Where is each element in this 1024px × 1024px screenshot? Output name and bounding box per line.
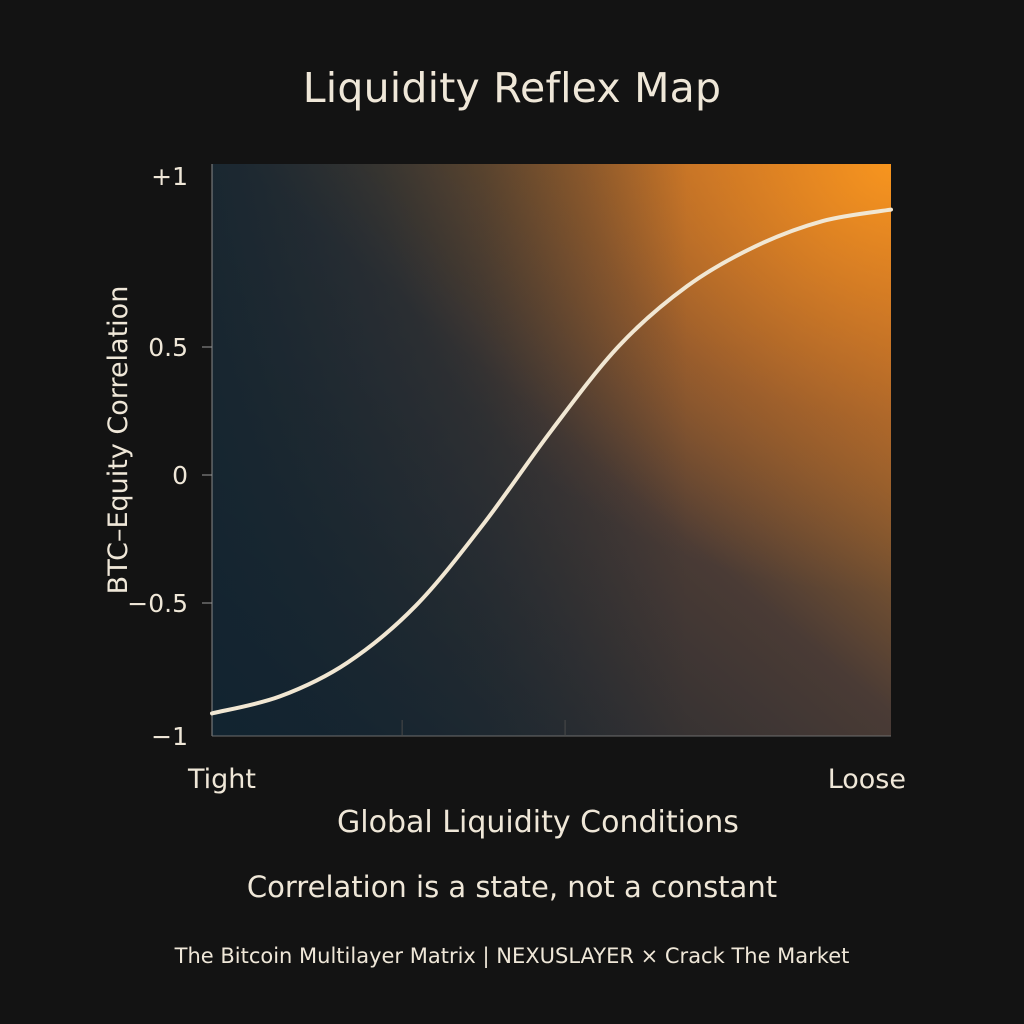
chart-caption: Correlation is a state, not a constant	[246, 870, 778, 904]
y-tick-label: −1	[151, 722, 188, 751]
x-tick-label-tight: Tight	[187, 764, 256, 795]
footer-credit: The Bitcoin Multilayer Matrix | NEXUSLAY…	[174, 944, 850, 968]
x-axis-label: Global Liquidity Conditions	[337, 805, 739, 840]
chart-title: Liquidity Reflex Map	[302, 64, 722, 112]
axes	[202, 164, 891, 737]
x-tick-label-loose: Loose	[828, 764, 906, 795]
plot-area	[212, 164, 891, 736]
series-layer	[210, 207, 893, 716]
plot-cool-shade	[212, 164, 891, 736]
labels-layer: +1 0.5 0 −0.5 −1 Tight Loose Global Liquidity C…	[103, 162, 906, 840]
y-tick-label: 0	[172, 461, 188, 490]
y-axis-label: BTC–Equity Correlation	[103, 286, 134, 595]
y-tick-label: +1	[151, 162, 188, 191]
y-tick-label: 0.5	[148, 333, 188, 362]
series-line	[210, 207, 893, 716]
y-tick-label: −0.5	[127, 589, 188, 618]
